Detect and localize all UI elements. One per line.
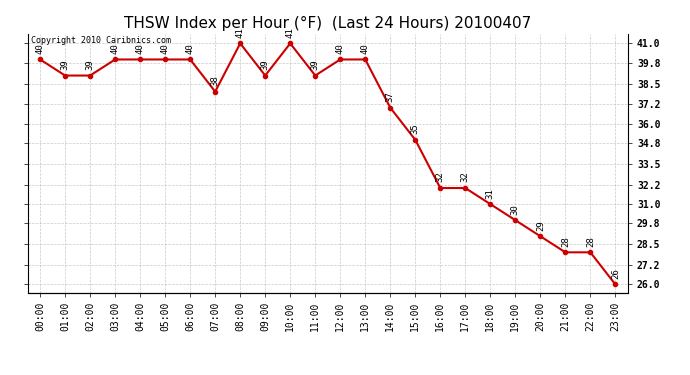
Text: 40: 40: [186, 43, 195, 54]
Text: 40: 40: [361, 43, 370, 54]
Text: 31: 31: [486, 188, 495, 198]
Text: 39: 39: [86, 59, 95, 70]
Text: 39: 39: [310, 59, 319, 70]
Text: 32: 32: [461, 172, 470, 183]
Text: 29: 29: [536, 220, 545, 231]
Text: 26: 26: [611, 268, 620, 279]
Text: 40: 40: [36, 43, 45, 54]
Title: THSW Index per Hour (°F)  (Last 24 Hours) 20100407: THSW Index per Hour (°F) (Last 24 Hours)…: [124, 16, 531, 31]
Text: 38: 38: [210, 75, 219, 86]
Text: 40: 40: [136, 43, 145, 54]
Text: Copyright 2010 Caribnics.com: Copyright 2010 Caribnics.com: [30, 36, 170, 45]
Text: 39: 39: [61, 59, 70, 70]
Text: 32: 32: [436, 172, 445, 183]
Text: 40: 40: [110, 43, 119, 54]
Text: 40: 40: [336, 43, 345, 54]
Text: 40: 40: [161, 43, 170, 54]
Text: 39: 39: [261, 59, 270, 70]
Text: 28: 28: [586, 236, 595, 247]
Text: 41: 41: [236, 27, 245, 38]
Text: 30: 30: [511, 204, 520, 214]
Text: 41: 41: [286, 27, 295, 38]
Text: 28: 28: [561, 236, 570, 247]
Text: 37: 37: [386, 92, 395, 102]
Text: 35: 35: [411, 123, 420, 134]
